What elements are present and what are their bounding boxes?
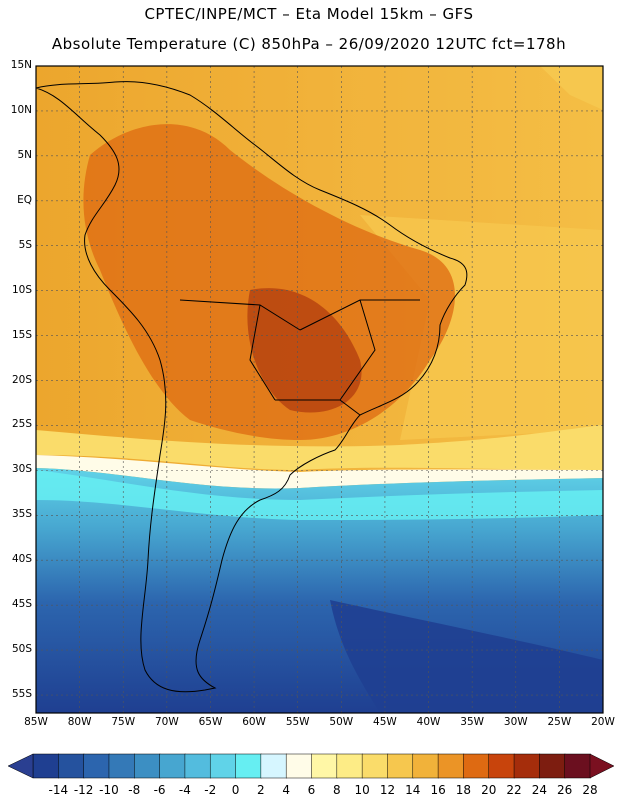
mild-band: [36, 425, 603, 470]
longitude-label: 75W: [111, 716, 136, 728]
colorbar-tick-label: 14: [405, 783, 421, 797]
latitude-label: 15S: [11, 328, 32, 341]
longitude-label: 60W: [242, 716, 266, 728]
latitude-label: 45S: [11, 598, 32, 611]
colorbar-swatch: [412, 753, 439, 779]
colorbar-tick-label: 20: [481, 783, 497, 797]
colorbar-swatch: [539, 753, 566, 779]
colorbar-tick-label: 8: [332, 783, 341, 797]
longitude-label: 50W: [329, 716, 354, 728]
warm-band-ne: [540, 66, 603, 110]
colorbar-tick-label: 6: [307, 783, 316, 797]
colorbar-swatch: [134, 753, 161, 779]
country-borders: [179, 299, 420, 416]
chart-subtitle: Absolute Temperature (C) 850hPa – 26/09/…: [51, 35, 567, 53]
longitude-label: 45W: [373, 716, 397, 728]
colorbar-swatch: [336, 753, 363, 779]
colorbar-swatch: [564, 753, 591, 779]
hot-core: [83, 124, 455, 440]
colorbar-swatch: [463, 753, 490, 779]
latitude-label: EQ: [17, 193, 32, 206]
latitude-label: 30S: [11, 463, 32, 476]
latitude-label: 10N: [10, 103, 32, 116]
colorbar-swatch: [311, 753, 338, 779]
colorbar-tick-label: 10: [354, 783, 370, 797]
colorbar-swatch: [108, 753, 136, 779]
colorbar-swatch: [437, 753, 465, 779]
colorbar-tick-label: 12: [379, 783, 396, 797]
longitude-label: 30W: [503, 716, 528, 728]
colorbar-swatch: [83, 753, 110, 779]
latitude-label: 5N: [17, 148, 32, 161]
colorbar-tick-label: -2: [204, 783, 217, 797]
longitude-label: 55W: [285, 716, 310, 728]
colorbar-swatch: [184, 753, 211, 779]
latitude-label: 20S: [11, 373, 32, 386]
colorbar-tick-label: 16: [430, 783, 446, 797]
latitude-label: 5S: [18, 238, 32, 251]
colorbar-tick-label: -12: [73, 783, 94, 797]
cold-band-light: [36, 470, 603, 520]
latitude-label: 15N: [10, 59, 32, 71]
colorbar-swatch: [488, 753, 515, 779]
colorbar-tick-label: -14: [48, 783, 69, 797]
longitude-label: 25W: [547, 716, 572, 728]
latitude-label: 50S: [11, 643, 32, 656]
longitude-label: 85W: [24, 716, 48, 728]
colorbar-swatch: [58, 753, 85, 779]
latitude-label: 35S: [11, 508, 32, 521]
latitude-label: 10S: [11, 283, 32, 296]
latitude-label: 55S: [11, 688, 32, 701]
coldest-core: [330, 600, 603, 713]
chart-title: CPTEC/INPE/MCT – Eta Model 15km – GFS: [144, 5, 474, 23]
colorbar-tick-label: 18: [455, 783, 472, 797]
longitude-label: 20W: [591, 716, 615, 728]
colorbar-tick-label: 4: [282, 783, 290, 797]
cool-band: [36, 455, 603, 489]
colorbar-left-arrow: [7, 753, 34, 779]
latitude-label: 25S: [11, 418, 32, 431]
longitude-label: 80W: [67, 716, 92, 728]
hottest-core: [247, 288, 362, 413]
colorbar-tick-label: 22: [506, 783, 522, 797]
plot-frame: [35, 65, 604, 714]
colorbar-swatch: [513, 753, 541, 779]
colorbar-tick-label: -8: [128, 783, 141, 797]
colorbar-right-arrow: [589, 753, 615, 779]
colorbar-tick-label: 26: [557, 783, 573, 797]
longitude-label: 35W: [460, 716, 485, 728]
colorbar-tick-label: 0: [231, 783, 240, 797]
colorbar-swatch: [361, 753, 389, 779]
colorbar: [7, 753, 615, 779]
colorbar-tick-label: 24: [531, 783, 547, 797]
longitude-label: 65W: [198, 716, 223, 728]
south-america-coast: [36, 81, 468, 693]
latitude-label: 40S: [11, 553, 32, 566]
coastlines: [36, 81, 468, 693]
colorbar-tick-label: 2: [257, 783, 265, 797]
colorbar-swatch: [387, 753, 414, 779]
colorbar-swatch: [285, 753, 313, 779]
longitude-label: 40W: [416, 716, 441, 728]
temperature-field: [36, 66, 603, 713]
colorbar-swatch: [32, 753, 60, 779]
colorbar-tick-label: -6: [153, 783, 166, 797]
colorbar-swatch: [235, 753, 262, 779]
colorbar-tick-label: 28: [582, 783, 598, 797]
longitude-label: 70W: [154, 716, 179, 728]
colorbar-swatch: [260, 753, 287, 779]
colorbar-tick-label: -10: [99, 783, 119, 797]
colorbar-tick-label: -4: [178, 783, 191, 797]
colorbar-swatch: [159, 753, 186, 779]
colorbar-swatch: [209, 753, 237, 779]
